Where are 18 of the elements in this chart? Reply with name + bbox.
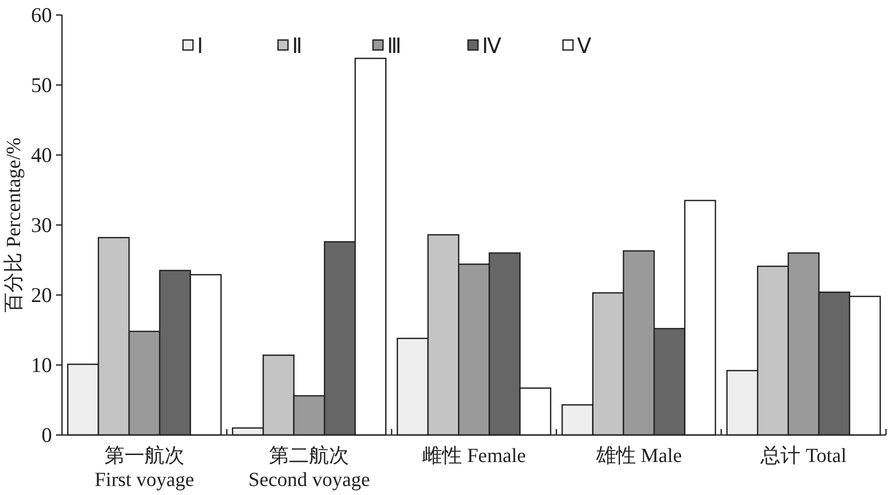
legend-label: Ⅴ <box>577 34 592 58</box>
x-tick-label: 总计 Total <box>760 445 847 467</box>
y-tick-label: 40 <box>31 143 52 167</box>
legend-label: Ⅲ <box>387 34 401 58</box>
x-tick-label: 第一航次 First voyage <box>94 445 194 491</box>
y-tick-label: 50 <box>31 73 52 97</box>
x-tick-label: 第二航次 Second voyage <box>248 445 370 491</box>
y-tick-label: 0 <box>42 423 52 447</box>
y-tick-label: 10 <box>31 353 52 377</box>
y-tick-label: 20 <box>31 283 52 307</box>
y-axis-title: 百分比 Percentage/% <box>3 138 25 312</box>
legend-label: Ⅱ <box>292 34 302 58</box>
legend-label: Ⅰ <box>197 34 203 58</box>
y-tick-label: 60 <box>31 3 52 27</box>
y-tick-label: 30 <box>31 213 52 237</box>
x-tick-label: 雄性 Male <box>594 445 682 467</box>
legend-label: Ⅳ <box>482 34 502 58</box>
x-tick-label: 雌性 Female <box>422 445 526 467</box>
